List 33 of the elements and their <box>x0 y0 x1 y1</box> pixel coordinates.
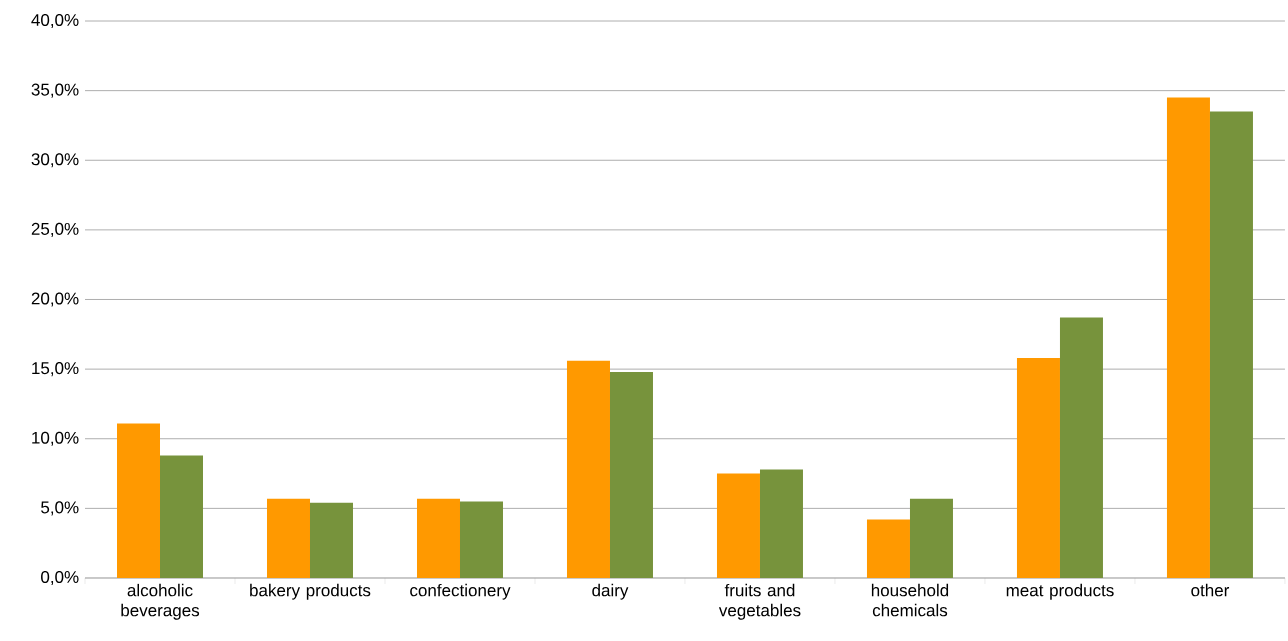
x-tick-label: dairy <box>592 583 629 600</box>
bar <box>267 498 310 578</box>
y-tick-label: 0,0% <box>41 570 79 586</box>
bar <box>416 498 460 578</box>
y-tick-label: 5,0% <box>41 501 79 516</box>
y-tick-label: 25,0% <box>31 222 79 237</box>
x-tick-label: meat products <box>1006 583 1114 600</box>
x-tick-label: bakery products <box>250 583 371 600</box>
bar <box>566 360 610 578</box>
y-tick-label: 35,0% <box>31 83 79 98</box>
bar <box>1209 111 1253 578</box>
bar <box>866 519 910 578</box>
bar <box>1166 97 1210 578</box>
y-tick-label: 15,0% <box>32 362 79 377</box>
bar <box>759 469 803 578</box>
x-tick-label: alcoholic beverages <box>121 583 200 620</box>
y-tick-label: 20,0% <box>31 292 79 307</box>
bar <box>609 371 653 578</box>
bar <box>716 473 760 578</box>
x-tick-label: fruits and vegetables <box>718 583 801 620</box>
bar <box>160 455 203 578</box>
bar <box>459 501 503 578</box>
bar <box>909 498 953 578</box>
y-tick-label: 40,0% <box>31 13 79 29</box>
x-tick-label: confectionery <box>410 583 511 600</box>
y-tick-label: 10,0% <box>32 431 79 446</box>
x-tick-label: other <box>1191 583 1230 597</box>
x-tick-label: household chemicals <box>871 583 949 617</box>
bar <box>117 423 160 578</box>
bar <box>310 502 353 578</box>
bar <box>1059 317 1103 578</box>
bar <box>1016 357 1060 578</box>
y-tick-label: 30,0% <box>31 153 79 168</box>
